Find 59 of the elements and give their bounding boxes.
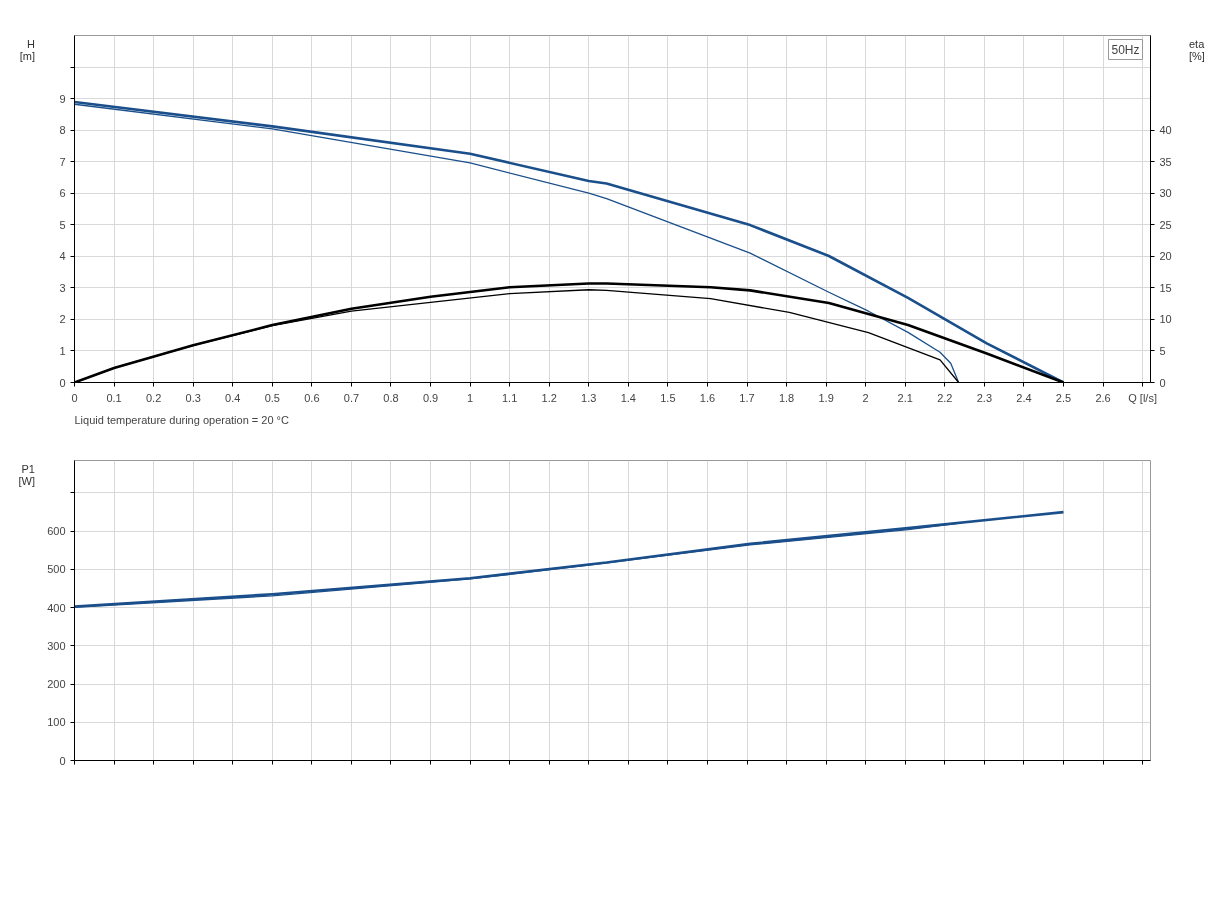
x-tick-label: 1 xyxy=(467,391,474,404)
y-tick-label: 5 xyxy=(59,218,66,231)
x-tick-label: 1.6 xyxy=(699,391,716,404)
y2-tick-label: 40 xyxy=(1159,124,1172,137)
x-tick-label: 0.6 xyxy=(304,391,320,404)
y2-tick-label: 35 xyxy=(1159,155,1172,168)
x-tick-label: 2.1 xyxy=(897,391,913,404)
y2-tick-label: 0 xyxy=(1159,376,1166,389)
y-tick-label: 7 xyxy=(59,155,66,168)
y-axis-title: H [m] xyxy=(19,38,35,62)
x-tick-label: 0.7 xyxy=(343,391,360,404)
y-tick-label: 100 xyxy=(47,716,66,729)
y-tick-label: 500 xyxy=(47,563,66,576)
x-tick-label: 2.6 xyxy=(1095,391,1111,404)
y2-tick-label: 25 xyxy=(1159,218,1172,231)
x-tick-label: 1.4 xyxy=(620,391,636,404)
y-axis-title: P1 [W] xyxy=(18,463,35,487)
x-tick-label: 2.3 xyxy=(976,391,992,404)
y2-tick-label: 5 xyxy=(1159,344,1166,357)
x-tick-label: 2.2 xyxy=(937,391,953,404)
y-tick-label: 400 xyxy=(47,601,66,614)
annotation: 50Hz xyxy=(1111,42,1140,57)
y-tick-label: 6 xyxy=(59,187,66,200)
x-tick-label: 1.2 xyxy=(541,391,557,404)
y-tick-label: 1 xyxy=(59,344,66,357)
x-tick-label: 0.3 xyxy=(185,391,201,404)
y-tick-label: 3 xyxy=(59,281,66,294)
x-tick-label: 0.1 xyxy=(106,391,122,404)
y2-tick-label: 15 xyxy=(1159,281,1172,294)
x-tick-label: 0.4 xyxy=(225,391,241,404)
y2-axis-title: eta [%] xyxy=(1189,38,1205,62)
x-tick-label: 0.8 xyxy=(383,391,399,404)
x-tick-label: 0 xyxy=(71,391,78,404)
x-tick-label: 1.9 xyxy=(818,391,834,404)
x-tick-label: 0.9 xyxy=(422,391,439,404)
y-tick-label: 300 xyxy=(47,639,66,652)
y2-tick-label: 20 xyxy=(1159,250,1172,263)
y-tick-label: 0 xyxy=(59,754,66,767)
x-tick-label: 1.5 xyxy=(660,391,676,404)
y2-tick-label: 30 xyxy=(1159,187,1172,200)
x-axis-title: Q [l/s] xyxy=(1128,391,1157,404)
x-tick-label: 1.8 xyxy=(778,391,795,404)
y-tick-label: 200 xyxy=(47,678,66,691)
y-tick-label: 9 xyxy=(59,92,66,105)
y-tick-label: 600 xyxy=(47,525,66,538)
y-tick-label: 8 xyxy=(59,124,66,137)
x-tick-label: 2.4 xyxy=(1016,391,1032,404)
y-tick-label: 4 xyxy=(59,250,66,263)
x-tick-label: 2.5 xyxy=(1055,391,1072,404)
x-tick-label: 1.7 xyxy=(739,391,755,404)
x-tick-label: 2 xyxy=(862,391,869,404)
y2-tick-label: 10 xyxy=(1159,313,1172,326)
x-tick-label: 0.5 xyxy=(264,391,280,404)
y-tick-label: 0 xyxy=(59,376,66,389)
x-tick-label: 1.1 xyxy=(502,391,518,404)
text: Liquid temperature during operation = 20 °C xyxy=(74,413,290,426)
y-tick-label: 2 xyxy=(59,313,66,326)
x-tick-label: 1.3 xyxy=(581,391,597,404)
x-tick-label: 0.2 xyxy=(145,391,162,404)
